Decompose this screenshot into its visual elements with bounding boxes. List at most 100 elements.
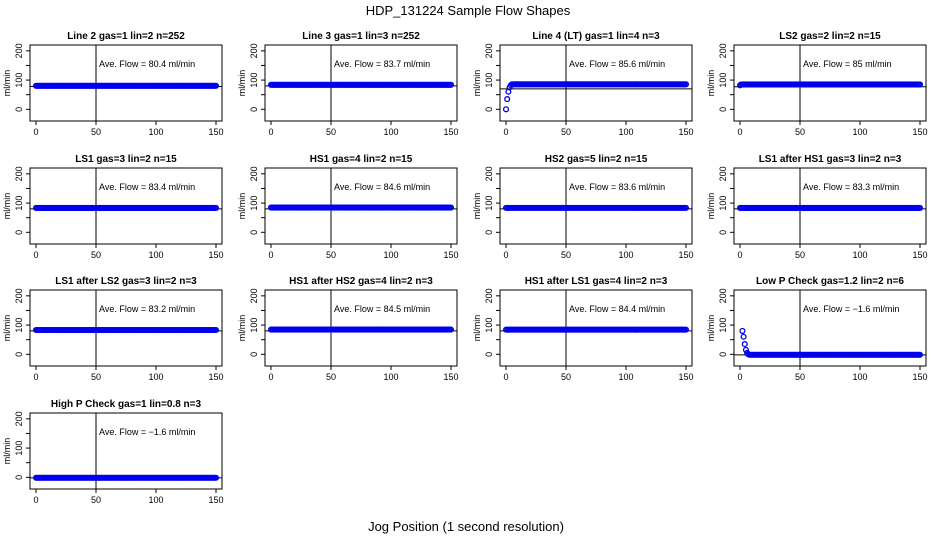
y-axis-label: ml/min — [706, 70, 716, 97]
x-tick-label: 0 — [737, 250, 742, 260]
y-axis-label: ml/min — [2, 315, 12, 342]
x-tick-label: 150 — [678, 127, 693, 137]
x-tick-label: 150 — [912, 250, 927, 260]
data-point — [739, 327, 746, 334]
data-point — [212, 326, 220, 334]
panel-title: HS1 after HS2 gas=4 lin=2 n=3 — [289, 276, 433, 287]
average-flow-annotation: Ave. Flow = 80.4 ml/min — [99, 59, 195, 69]
x-tick-label: 0 — [268, 372, 273, 382]
y-tick-label: 100 — [249, 73, 259, 88]
average-flow-annotation: Ave. Flow = 84.6 ml/min — [334, 182, 430, 192]
x-tick-label: 0 — [33, 372, 38, 382]
plot-frame — [29, 289, 223, 367]
x-tick-label: 150 — [208, 250, 223, 260]
x-tick-label: 100 — [148, 127, 163, 137]
panel: High P Check gas=1 lin=0.8 n=3 0 50 100 150 0… — [2, 399, 224, 505]
x-tick-label: 0 — [268, 127, 273, 137]
plot-frame — [733, 167, 927, 245]
x-tick-label: 150 — [208, 495, 223, 505]
panel: LS1 after HS1 gas=3 lin=2 n=3 0 50 100 150 0 1… — [706, 154, 928, 260]
y-tick-label: 0 — [484, 230, 494, 235]
average-flow-annotation: Ave. Flow = 83.4 ml/min — [99, 182, 195, 192]
data-point — [741, 341, 748, 348]
x-tick-label: 50 — [795, 372, 805, 382]
y-tick-label: 200 — [14, 43, 24, 58]
x-tick-label: 100 — [618, 127, 633, 137]
panel-title: Line 3 gas=1 lin=3 n=252 — [302, 31, 420, 42]
y-tick-label: 0 — [718, 107, 728, 112]
average-flow-annotation: Ave. Flow = 85 ml/min — [803, 59, 892, 69]
panel-title: HS1 after LS1 gas=4 lin=2 n=3 — [525, 276, 668, 287]
x-tick-label: 150 — [443, 127, 458, 137]
data-point — [447, 81, 455, 88]
y-tick-label: 0 — [249, 230, 259, 235]
y-tick-label: 0 — [14, 107, 24, 112]
x-tick-label: 50 — [91, 372, 101, 382]
y-tick-label: 100 — [249, 196, 259, 211]
x-tick-label: 100 — [383, 250, 398, 260]
y-tick-label: 100 — [484, 196, 494, 211]
x-tick-label: 100 — [618, 250, 633, 260]
y-axis-label: ml/min — [472, 193, 482, 220]
average-flow-annotation: Ave. Flow = 83.3 ml/min — [803, 182, 899, 192]
average-flow-annotation: Ave. Flow = 83.7 ml/min — [334, 59, 430, 69]
x-tick-label: 50 — [795, 250, 805, 260]
x-tick-label: 150 — [912, 127, 927, 137]
y-tick-label: 0 — [249, 352, 259, 357]
y-axis-label: ml/min — [2, 193, 12, 220]
x-tick-label: 150 — [678, 250, 693, 260]
y-tick-label: 0 — [484, 352, 494, 357]
data-point — [916, 204, 924, 212]
y-tick-label: 0 — [718, 352, 728, 357]
panel: HS2 gas=5 lin=2 n=15 0 50 100 150 0 100 200 ml/m… — [472, 154, 694, 260]
y-tick-label: 100 — [14, 441, 24, 456]
x-tick-label: 0 — [33, 250, 38, 260]
y-tick-label: 100 — [484, 73, 494, 88]
x-tick-label: 50 — [91, 495, 101, 505]
x-tick-label: 150 — [678, 372, 693, 382]
y-tick-label: 200 — [249, 166, 259, 181]
y-axis-label: ml/min — [472, 70, 482, 97]
panel-title: LS1 gas=3 lin=2 n=15 — [75, 154, 177, 165]
x-axis-label: Jog Position (1 second resolution) — [368, 519, 564, 534]
y-tick-label: 200 — [718, 43, 728, 58]
y-tick-label: 200 — [484, 288, 494, 303]
average-flow-annotation: Ave. Flow = 84.4 ml/min — [569, 304, 665, 314]
y-axis-label: ml/min — [2, 438, 12, 465]
panel-title: Line 4 (LT) gas=1 lin=4 n=3 — [532, 31, 660, 42]
x-tick-label: 100 — [148, 250, 163, 260]
x-tick-label: 0 — [503, 250, 508, 260]
data-point — [682, 204, 690, 211]
x-tick-label: 0 — [33, 127, 38, 137]
plot-frame — [499, 289, 693, 367]
average-flow-annotation: Ave. Flow = 83.6 ml/min — [569, 182, 665, 192]
x-tick-label: 100 — [852, 372, 867, 382]
y-tick-label: 100 — [718, 73, 728, 88]
panels: Line 2 gas=1 lin=2 n=252 0 50 100 150 0 100 200… — [2, 31, 928, 505]
plot-frame — [733, 289, 927, 367]
x-tick-label: 0 — [737, 127, 742, 137]
y-tick-label: 0 — [14, 230, 24, 235]
y-tick-label: 200 — [249, 43, 259, 58]
x-tick-label: 50 — [91, 127, 101, 137]
panel: HS1 gas=4 lin=2 n=15 0 50 100 150 0 100 200 ml/m… — [237, 154, 459, 260]
y-tick-label: 200 — [718, 166, 728, 181]
plot-frame — [29, 412, 223, 490]
plot-frame — [29, 167, 223, 245]
y-tick-label: 200 — [249, 288, 259, 303]
x-tick-label: 50 — [561, 127, 571, 137]
panel-title: LS1 after LS2 gas=3 lin=2 n=3 — [55, 276, 197, 287]
y-axis-label: ml/min — [237, 193, 247, 220]
x-tick-label: 150 — [443, 372, 458, 382]
data-point — [682, 326, 690, 333]
data-point — [682, 81, 690, 88]
panel: Low P Check gas=1.2 lin=2 n=6 0 50 100 150 0 1… — [706, 276, 928, 382]
data-point — [504, 96, 511, 103]
y-tick-label: 0 — [718, 230, 728, 235]
y-tick-label: 200 — [14, 288, 24, 303]
y-tick-label: 0 — [14, 352, 24, 357]
x-tick-label: 100 — [852, 127, 867, 137]
y-tick-label: 100 — [14, 73, 24, 88]
y-tick-label: 200 — [484, 166, 494, 181]
average-flow-annotation: Ave. Flow = 84.5 ml/min — [334, 304, 430, 314]
